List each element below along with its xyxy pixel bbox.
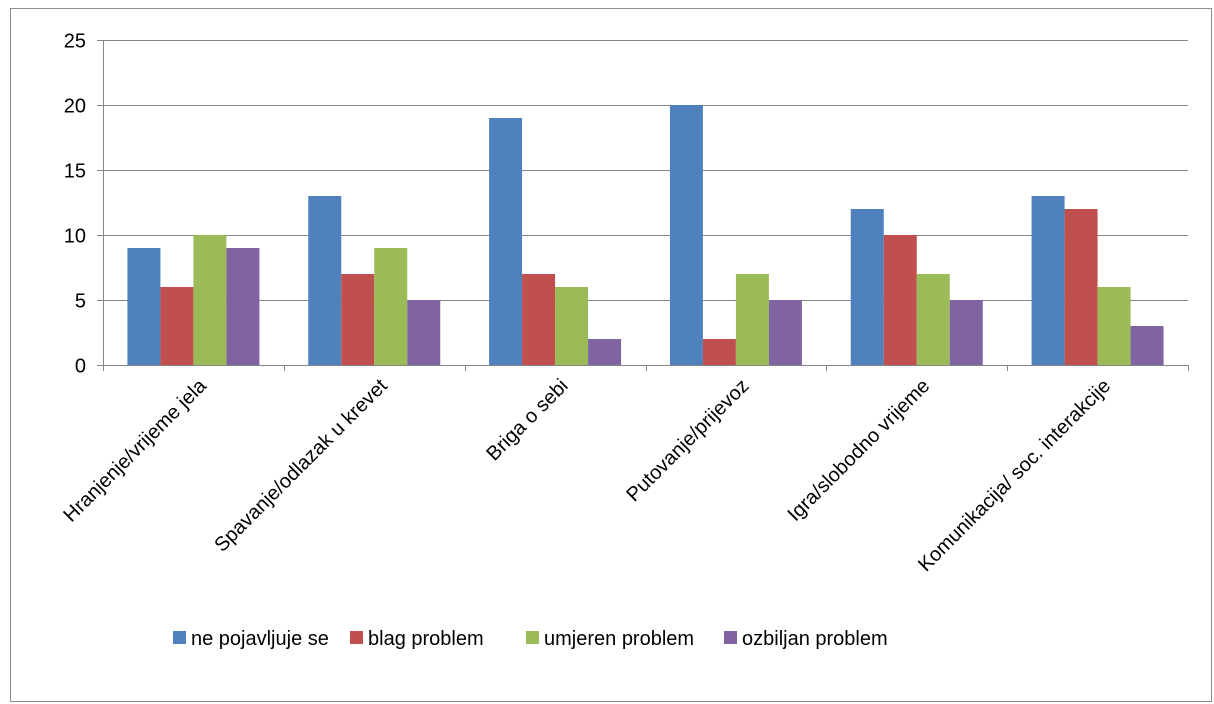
legend-label: ozbiljan problem [742, 628, 888, 650]
y-axis-ticks: 0 5 10 15 20 25 [64, 31, 86, 378]
category-label: Spavanje/odlazak u krevet [210, 375, 392, 557]
bar [522, 274, 556, 365]
bar [1097, 287, 1131, 365]
bar [702, 339, 736, 365]
bar [669, 105, 703, 365]
legend-label: blag problem [368, 628, 484, 650]
category-label: Putovanje/prijevoz [622, 375, 753, 506]
y-tick-label: 20 [64, 96, 86, 118]
bar [588, 339, 622, 365]
legend-swatch [526, 631, 539, 644]
bar [1064, 209, 1098, 365]
bar [555, 287, 589, 365]
y-tick-label: 15 [64, 161, 86, 183]
bar [735, 274, 769, 365]
category-label: Briga o sebi [482, 375, 572, 465]
bar [768, 300, 802, 365]
bar [226, 248, 260, 365]
bar [374, 248, 408, 365]
bar [916, 274, 950, 365]
category-label: Igra/slobodno vrijeme [784, 375, 935, 526]
category-label: Komunikacija/ soc. interakcije [914, 375, 1115, 576]
y-tick-label: 0 [75, 356, 86, 378]
bar [407, 300, 441, 365]
gridlines [97, 40, 1188, 366]
y-tick-label: 10 [64, 226, 86, 248]
bar [1130, 326, 1164, 365]
legend-label: umjeren problem [544, 628, 694, 650]
legend-swatch [724, 631, 737, 644]
bar [489, 118, 523, 365]
category-labels: Hranjenje/vrijeme jela Spavanje/odlazak u… [59, 374, 1115, 576]
bar [850, 209, 884, 365]
y-tick-label: 5 [75, 291, 86, 313]
bar [341, 274, 375, 365]
bar [193, 235, 227, 365]
legend-swatch [350, 631, 363, 644]
legend-swatch [173, 631, 186, 644]
legend-label: ne pojavljuje se [191, 628, 329, 650]
bar [1031, 196, 1065, 365]
bar [308, 196, 342, 365]
bar [127, 248, 161, 365]
bar [160, 287, 194, 365]
bar [883, 235, 917, 365]
y-tick-label: 25 [64, 31, 86, 53]
category-label: Hranjenje/vrijeme jela [59, 374, 211, 526]
x-axis [103, 365, 1189, 371]
legend: ne pojavljuje se blag problem umjeren prob… [173, 628, 888, 650]
bars [127, 105, 1164, 365]
bar [949, 300, 983, 365]
